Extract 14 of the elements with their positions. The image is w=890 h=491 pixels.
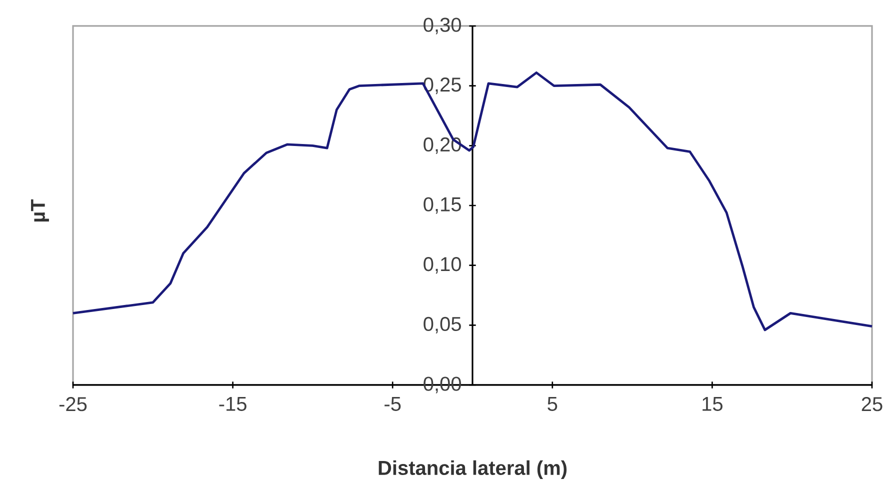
y-tick-label: 0,30 [424, 18, 461, 34]
x-tick-label: -25 [59, 397, 87, 412]
y-tick-label: 0,05 [424, 316, 461, 334]
x-axis-title: Distancia lateral (m) [378, 460, 567, 479]
y-tick-label: 0,10 [424, 257, 461, 274]
x-tick-label: 5 [548, 397, 558, 411]
y-tick-label: 0,15 [424, 197, 461, 214]
x-tick-label: 25 [862, 397, 882, 412]
y-axis-title: µT [31, 199, 49, 222]
y-tick-label: 0,20 [424, 137, 461, 154]
line-series [72, 71, 874, 332]
x-tick-label: -5 [384, 397, 401, 411]
x-tick-label: 15 [702, 397, 722, 411]
x-tick-label: -15 [219, 397, 246, 411]
